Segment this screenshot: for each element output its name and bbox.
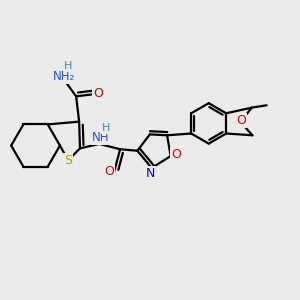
Text: O: O <box>171 148 181 161</box>
Text: O: O <box>93 88 103 100</box>
Text: H: H <box>102 123 110 133</box>
Text: NH₂: NH₂ <box>53 70 75 83</box>
Text: O: O <box>104 165 114 178</box>
Text: H: H <box>64 61 72 71</box>
Text: N: N <box>146 167 155 180</box>
Text: S: S <box>64 154 72 167</box>
Text: O: O <box>236 114 246 127</box>
Text: NH: NH <box>92 131 110 144</box>
